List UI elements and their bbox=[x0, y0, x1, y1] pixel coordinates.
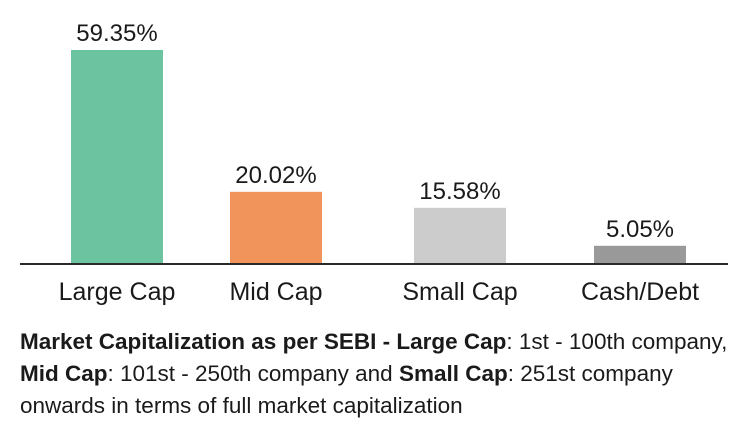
category-label: Mid Cap bbox=[229, 278, 322, 306]
bar-mid-cap bbox=[230, 191, 322, 264]
category-label: Cash/Debt bbox=[581, 278, 699, 306]
value-label: 15.58% bbox=[419, 178, 500, 205]
value-label: 59.35% bbox=[76, 20, 157, 47]
footnote-heading: Market Capitalization as per SEBI - bbox=[20, 329, 391, 354]
bar-large-cap bbox=[71, 50, 163, 264]
bars-layer bbox=[71, 50, 686, 264]
category-label: Small Cap bbox=[402, 278, 517, 306]
footnote: Market Capitalization as per SEBI - Larg… bbox=[20, 326, 735, 422]
bar-cash-debt bbox=[594, 245, 686, 264]
value-label: 5.05% bbox=[606, 216, 674, 243]
value-label: 20.02% bbox=[235, 162, 316, 189]
footnote-small-cap-term: Small Cap bbox=[398, 361, 508, 386]
footnote-large-cap-term: Large Cap bbox=[396, 329, 507, 354]
footnote-mid-cap-definition: : 101st - 250th company and bbox=[107, 361, 393, 386]
category-label: Large Cap bbox=[59, 278, 176, 306]
footnote-small-cap-definition: : 251st company onwards in terms of full… bbox=[20, 361, 673, 418]
bar-small-cap bbox=[414, 207, 506, 264]
bar-chart: 59.35% Large Cap 20.02% Mid Cap 15.58% Small … bbox=[20, 20, 728, 306]
footnote-mid-cap-term: Mid Cap bbox=[20, 361, 108, 386]
footnote-large-cap-definition: : 1st - 100th company, bbox=[506, 329, 728, 354]
labels-layer: 59.35% Large Cap 20.02% Mid Cap 15.58% Small … bbox=[59, 20, 699, 306]
